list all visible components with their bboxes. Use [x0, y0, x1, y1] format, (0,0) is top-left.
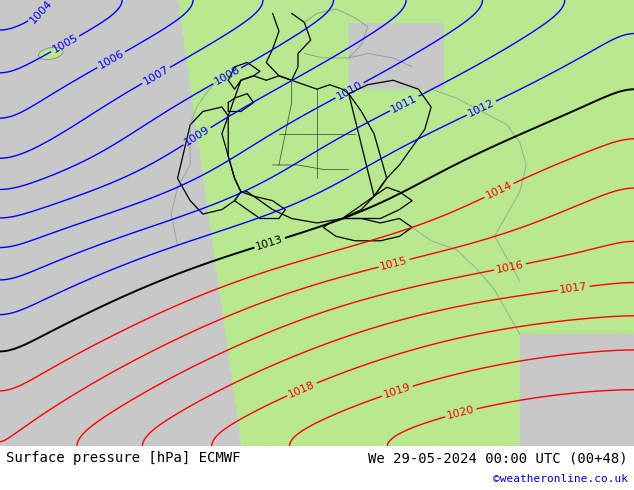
Text: 1008: 1008	[212, 65, 242, 87]
Text: 1006: 1006	[96, 49, 126, 71]
Text: 1018: 1018	[287, 379, 317, 399]
Text: 1014: 1014	[484, 180, 514, 201]
Text: We 29-05-2024 00:00 UTC (00+48): We 29-05-2024 00:00 UTC (00+48)	[368, 451, 628, 465]
Text: 1013: 1013	[255, 234, 285, 252]
Text: 1010: 1010	[335, 79, 365, 101]
Text: Surface pressure [hPa] ECMWF: Surface pressure [hPa] ECMWF	[6, 451, 241, 465]
Text: 1017: 1017	[559, 282, 588, 295]
Text: ©weatheronline.co.uk: ©weatheronline.co.uk	[493, 474, 628, 484]
Text: 1019: 1019	[382, 382, 412, 400]
Text: 1005: 1005	[51, 33, 80, 55]
Text: 1009: 1009	[183, 124, 212, 148]
Text: 1007: 1007	[141, 64, 171, 87]
Text: 1012: 1012	[467, 98, 496, 119]
Text: 1015: 1015	[379, 255, 409, 271]
Text: 1004: 1004	[28, 0, 55, 25]
Text: 1011: 1011	[389, 93, 419, 114]
Ellipse shape	[39, 48, 63, 60]
Text: 1016: 1016	[495, 259, 525, 274]
Text: 1020: 1020	[446, 404, 476, 421]
